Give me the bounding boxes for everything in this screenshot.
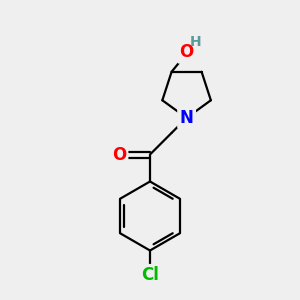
Text: H: H bbox=[190, 35, 201, 49]
Text: O: O bbox=[179, 43, 194, 61]
Text: Cl: Cl bbox=[141, 266, 159, 284]
Text: N: N bbox=[180, 109, 194, 127]
Text: O: O bbox=[112, 146, 126, 164]
